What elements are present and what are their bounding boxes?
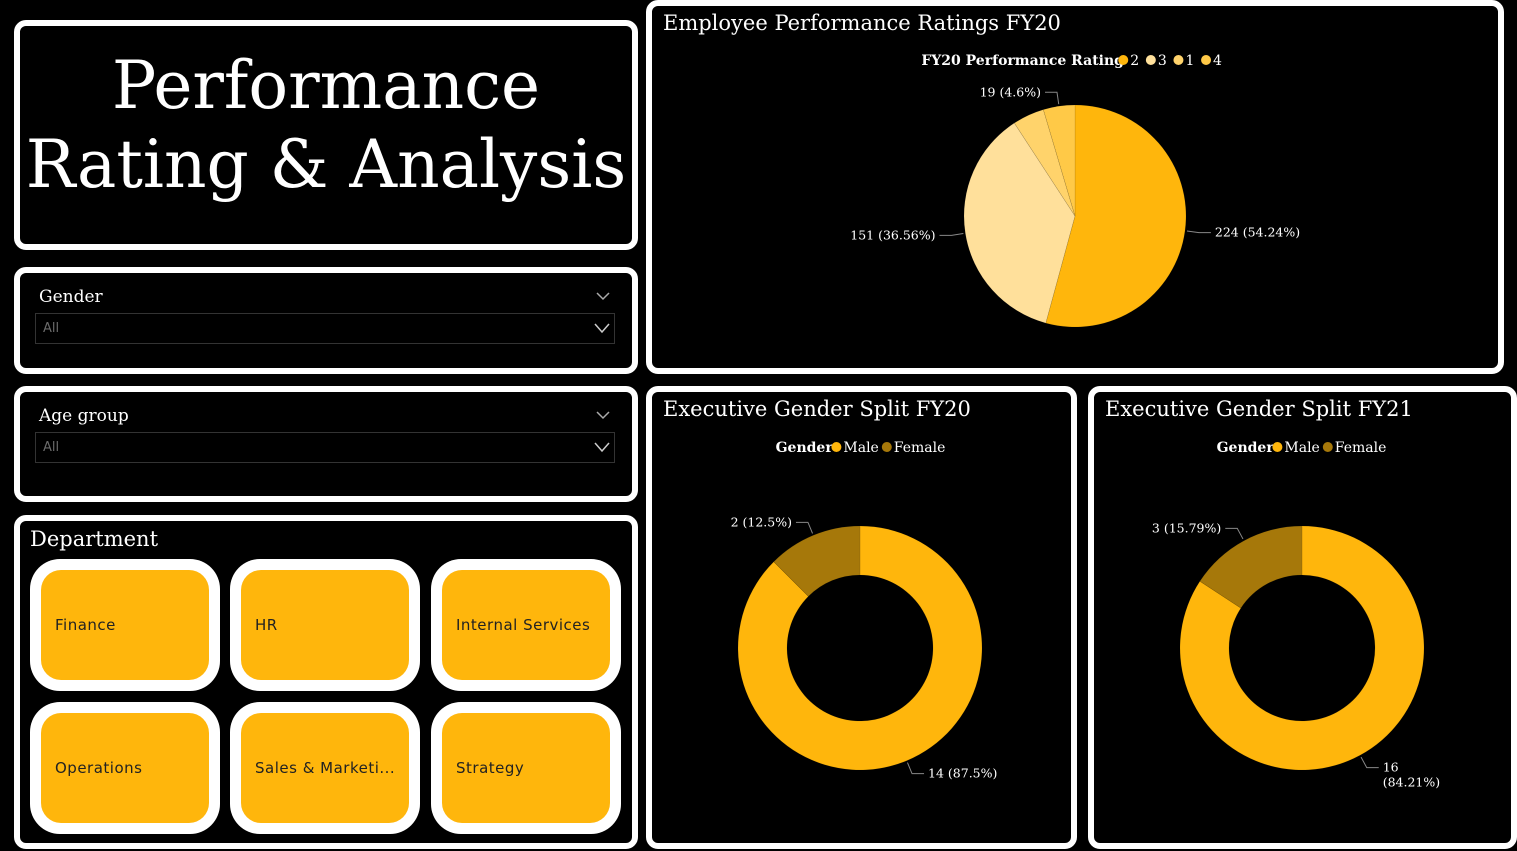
leader-line [906,762,925,775]
leader-line [1186,230,1211,234]
legend-marker [1173,55,1184,65]
chart-title: Employee Performance Ratings FY20 [663,11,1061,35]
department-tile-hr[interactable]: HR [230,559,420,691]
exec-gender-fy20-chart-card: Executive Gender Split FY20 Gender Male Fe… [646,386,1077,849]
chevron-down-icon[interactable] [594,441,610,453]
department-tile-label: HR [255,616,278,634]
chevron-down-icon[interactable] [594,322,610,334]
legend-item[interactable]: Female [1335,440,1387,456]
data-label: 3 (15.79%) [1152,520,1221,535]
age-group-slicer: Age group All [14,386,638,502]
leader-line [939,233,964,236]
legend-item[interactable]: Male [843,440,878,456]
performance-ratings-chart-card: Employee Performance Ratings FY20 FY20 P… [646,0,1504,374]
pie-slice-2[interactable] [1045,104,1187,328]
page-title-line2: Rating & Analysis [25,126,627,203]
legend-marker [831,442,842,452]
legend-marker [1145,55,1156,65]
data-label: 151 (36.56%) [850,227,935,242]
department-tile-label: Operations [55,759,143,777]
department-tile-label: Strategy [456,759,525,777]
pie-slice-female[interactable] [773,525,861,597]
pie-slice-4[interactable] [1042,104,1076,217]
data-label: (84.21%) [1383,775,1440,790]
department-tile-sales-marketing[interactable]: Sales & Marketi... [230,702,420,834]
legend-marker [1322,442,1333,452]
legend-item[interactable]: Male [1284,440,1319,456]
legend-marker [1201,55,1212,65]
department-tile-label: Finance [55,616,116,634]
leader-line [1225,527,1244,540]
age-group-slicer-label: Age group [39,406,129,426]
department-slicer: Department Finance HR Internal Services … [14,515,638,849]
data-label: 19 (4.6%) [980,84,1041,99]
performance-ratings-pie-chart: FY20 Performance Rating 2 3 1 4 224 (54.24%) 1… [850,53,1300,328]
pie-slice-3[interactable] [963,122,1076,324]
data-label: 224 (54.24%) [1215,225,1300,240]
exec-gender-fy21-chart-card: Executive Gender Split FY21 Gender Male Fe… [1088,386,1517,849]
pie-slice-male[interactable] [737,525,983,771]
exec-gender-fy21-donut-chart: Gender Male Female 16(84.21%) 3 (15.79%) [1152,440,1440,790]
chart-title: Executive Gender Split FY21 [1105,397,1413,421]
title-card: Performance Rating & Analysis [14,20,638,250]
pie-slice-1[interactable] [1013,109,1076,217]
department-tile-label: Internal Services [456,616,591,634]
legend-marker [881,442,892,452]
age-group-dropdown[interactable]: All [35,432,615,463]
page-title-line1: Performance [111,47,541,124]
data-label: 14 (87.5%) [928,766,997,781]
leader-line [1044,91,1060,105]
page-title: Performance Rating & Analysis [20,46,632,204]
department-tile-internal-services[interactable]: Internal Services [431,559,621,691]
gender-dropdown-value: All [43,321,60,336]
legend-title: Gender [776,440,834,456]
legend-item[interactable]: Female [894,440,946,456]
age-group-dropdown-value: All [43,440,60,455]
legend-item[interactable]: 3 [1158,53,1167,69]
department-title: Department [30,527,159,551]
chevron-down-icon[interactable] [596,289,610,303]
data-label: 16 [1383,760,1399,775]
legend-marker [1272,442,1283,452]
legend-item[interactable]: 1 [1185,53,1194,69]
pie-slice-male[interactable] [1179,525,1425,771]
data-label: 2 (12.5%) [731,514,792,529]
department-tile-label: Sales & Marketi... [255,759,396,777]
gender-slicer: Gender All [14,267,638,374]
leader-line [795,521,814,534]
chart-title: Executive Gender Split FY20 [663,397,971,421]
department-tile-finance[interactable]: Finance [30,559,220,691]
department-tile-operations[interactable]: Operations [30,702,220,834]
chevron-down-icon[interactable] [596,408,610,422]
pie-slice-female[interactable] [1199,525,1303,609]
exec-gender-fy20-donut-chart: Gender Male Female 14 (87.5%) 2 (12.5%) [731,440,998,781]
legend-item[interactable]: 2 [1130,53,1139,69]
legend-marker [1118,55,1129,65]
leader-line [1360,756,1379,769]
department-tile-strategy[interactable]: Strategy [431,702,621,834]
legend-item[interactable]: 4 [1213,53,1222,69]
legend-title: FY20 Performance Rating [921,53,1124,69]
legend-title: Gender [1217,440,1275,456]
gender-dropdown[interactable]: All [35,313,615,344]
gender-slicer-label: Gender [39,287,103,307]
